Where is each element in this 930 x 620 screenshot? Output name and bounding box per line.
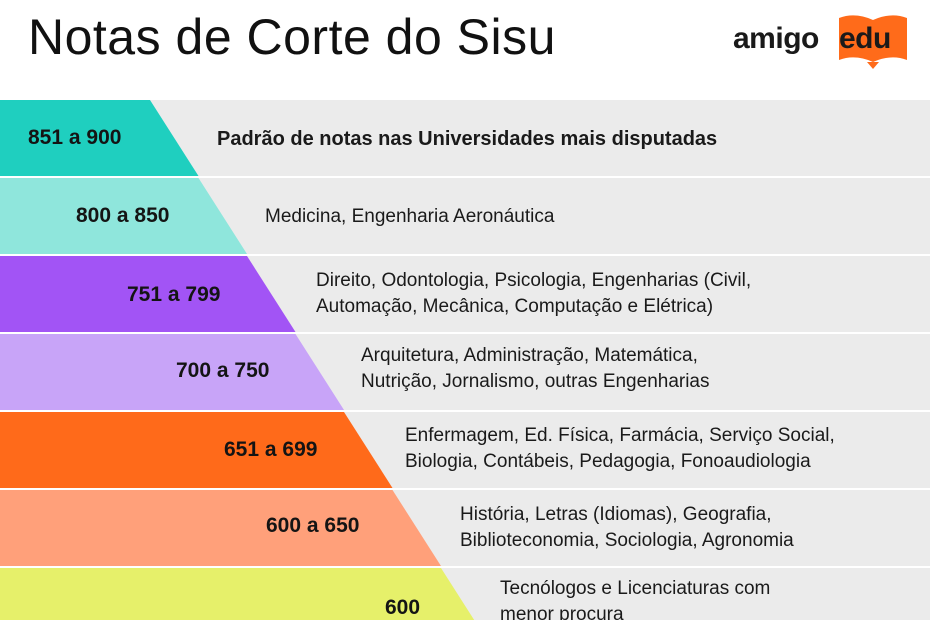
score-row: 600 a 650 História, Letras (Idiomas), Ge…	[0, 490, 930, 566]
score-range: 851 a 900	[28, 126, 122, 149]
score-band	[0, 412, 393, 488]
score-band	[0, 100, 199, 176]
score-row: 700 a 750 Arquitetura, Administração, Ma…	[0, 334, 930, 410]
score-band-fill	[0, 568, 475, 620]
brand-name-part1: amigo	[733, 22, 819, 55]
course-line: Direito, Odontologia, Psicologia, Engenh…	[316, 270, 752, 291]
score-row: 600 Tecnólogos e Licenciaturas com menor…	[0, 568, 930, 620]
score-range: 751 a 799	[127, 283, 221, 306]
course-line: Biblioteconomia, Sociologia, Agronomia	[460, 530, 794, 551]
score-band-fill	[0, 256, 296, 332]
score-band	[0, 334, 344, 410]
score-band-fill	[0, 178, 247, 254]
course-line: menor procura	[500, 604, 624, 620]
amigoedu-logo: amigo edu	[733, 12, 913, 72]
course-list: Tecnólogos e Licenciaturas com menor pro…	[500, 576, 770, 620]
brand-name-part2: edu	[839, 22, 891, 55]
course-line: Padrão de notas nas Universidades mais d…	[217, 128, 718, 150]
course-list: Arquitetura, Administração, Matemática, …	[361, 343, 710, 395]
score-range: 700 a 750	[176, 359, 270, 382]
score-band-fill	[0, 490, 441, 566]
course-line: Biologia, Contábeis, Pedagogia, Fonoaudi…	[405, 451, 811, 472]
book-icon	[839, 15, 907, 69]
course-list: Enfermagem, Ed. Física, Farmácia, Serviç…	[405, 423, 835, 475]
course-line: Tecnólogos e Licenciaturas com	[500, 578, 771, 599]
score-band	[0, 178, 247, 254]
course-line: História, Letras (Idiomas), Geografia,	[460, 504, 772, 525]
course-line: Enfermagem, Ed. Física, Farmácia, Serviç…	[405, 425, 835, 446]
page-title: Notas de Corte do Sisu	[28, 9, 556, 65]
course-list: História, Letras (Idiomas), Geografia, B…	[460, 502, 794, 554]
course-list: Direito, Odontologia, Psicologia, Engenh…	[316, 268, 751, 320]
score-range: 600	[385, 596, 421, 619]
score-range: 600 a 650	[266, 514, 360, 537]
course-line: Automação, Mecânica, Computação e Elétri…	[316, 296, 714, 317]
score-band-fill	[0, 100, 199, 176]
score-pyramid: 851 a 900 Padrão de notas nas Universida…	[0, 100, 930, 620]
score-band-fill	[0, 412, 393, 488]
score-row: 851 a 900 Padrão de notas nas Universida…	[0, 100, 930, 176]
score-band-fill	[0, 334, 344, 410]
course-line: Arquitetura, Administração, Matemática,	[361, 345, 698, 366]
course-list: Padrão de notas nas Universidades mais d…	[217, 126, 717, 152]
score-row: 800 a 850 Medicina, Engenharia Aeronáuti…	[0, 178, 930, 254]
score-range: 651 a 699	[224, 438, 318, 461]
score-row: 751 a 799 Direito, Odontologia, Psicolog…	[0, 256, 930, 332]
course-list: Medicina, Engenharia Aeronáutica	[265, 204, 554, 230]
course-line: Medicina, Engenharia Aeronáutica	[265, 206, 555, 227]
score-band	[0, 490, 441, 566]
score-range: 800 a 850	[76, 204, 170, 227]
score-row: 651 a 699 Enfermagem, Ed. Física, Farmác…	[0, 412, 930, 488]
score-band	[0, 568, 475, 620]
course-line: Nutrição, Jornalismo, outras Engenharias	[361, 371, 710, 392]
score-band	[0, 256, 296, 332]
